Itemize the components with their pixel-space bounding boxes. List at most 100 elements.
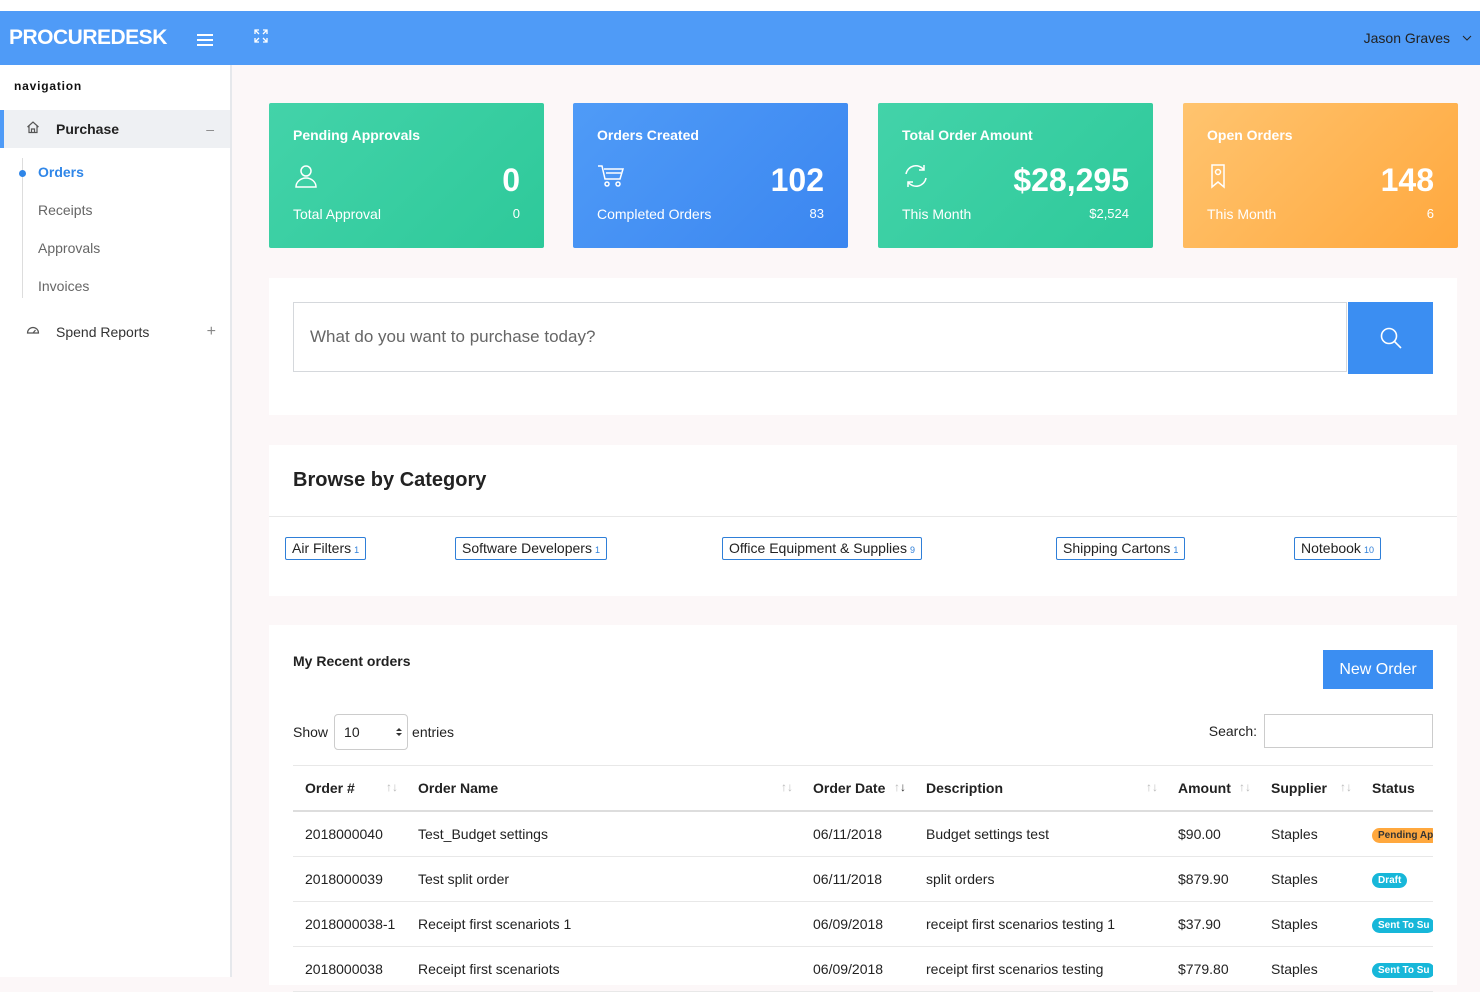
purchase-search-input[interactable] <box>293 302 1347 372</box>
column-header-order-date[interactable]: Order Date ↑↓ <box>801 765 914 812</box>
sort-icon: ↑↓ <box>781 780 793 794</box>
supplier-cell: Staples <box>1259 811 1360 857</box>
search-button[interactable] <box>1348 302 1433 374</box>
column-label: Description <box>926 780 1004 796</box>
search-icon <box>1380 327 1402 349</box>
card-sub-label: This Month <box>902 206 972 222</box>
subnav-line <box>22 158 23 298</box>
sidebar-item-label: Spend Reports <box>56 324 150 340</box>
expand-toggle[interactable]: + <box>206 323 216 340</box>
sort-icon: ↑↓ <box>386 780 398 794</box>
order-name-cell: Receipt first scenariots <box>406 946 801 992</box>
table-search-input[interactable] <box>1264 714 1433 748</box>
category-tag-shipping-cartons[interactable]: Shipping Cartons 1 <box>1056 537 1186 560</box>
sidebar-item-approvals[interactable]: Approvals <box>38 240 101 256</box>
sidebar-item-label: Purchase <box>56 121 120 137</box>
sidebar-item-spend-reports[interactable]: Spend Reports + <box>0 312 230 352</box>
category-tag-notebook[interactable]: Notebook 10 <box>1294 537 1381 560</box>
order-date-cell: 06/09/2018 <box>801 901 914 947</box>
sidebar-item-orders[interactable]: Orders <box>0 158 230 196</box>
order-number-cell: 2018000040 <box>293 811 406 857</box>
amount-cell: $879.90 <box>1166 856 1259 902</box>
description-cell: receipt first scenarios testing 1 <box>914 901 1166 947</box>
amount-cell: $37.90 <box>1166 901 1259 947</box>
order-number-cell: 2018000038-1 <box>293 901 406 947</box>
table-search-label: Search: <box>1208 723 1257 739</box>
recent-orders-panel: My Recent orders New Order Show 10 entri… <box>269 625 1457 992</box>
card-sub-label: This Month <box>1207 206 1277 222</box>
purchase-subnav: Orders Receipts Approvals Invoices <box>0 158 230 310</box>
collapse-toggle[interactable]: – <box>206 121 214 137</box>
order-name-cell: Test_Budget settings <box>406 811 801 857</box>
new-order-button[interactable]: New Order <box>1323 650 1433 689</box>
sidebar-item-invoices[interactable]: Invoices <box>38 278 90 294</box>
category-tag-air-filters[interactable]: Air Filters 1 <box>285 537 367 560</box>
page-length-value: 10 <box>344 724 360 740</box>
table-row[interactable]: 2018000038 Receipt first scenariots 06/0… <box>293 946 1433 992</box>
category-tag-office-equipment[interactable]: Office Equipment & Supplies 9 <box>722 537 922 560</box>
recent-orders-title: My Recent orders <box>293 653 411 669</box>
column-label: Order Date <box>813 780 886 796</box>
order-date-cell: 06/11/2018 <box>801 811 914 857</box>
orders-table: Order # ↑↓ Order Name ↑↓ Order Date ↑↓ Desc… <box>293 765 1433 992</box>
sidebar-item-purchase[interactable]: Purchase – <box>0 110 230 148</box>
status-cell: Sent To Su <box>1360 946 1433 992</box>
table-row[interactable]: 2018000040 Test_Budget settings 06/11/20… <box>293 811 1433 857</box>
stat-card-open-orders[interactable]: Open Orders 148 This Month 6 <box>1183 103 1458 248</box>
bookmark-icon <box>1207 163 1229 194</box>
top-bar: PROCUREDESK Jason Graves <box>0 11 1480 65</box>
supplier-cell: Staples <box>1259 946 1360 992</box>
status-badge: Sent To Su <box>1372 963 1433 978</box>
column-label: Order # <box>305 780 355 796</box>
amount-cell: $779.80 <box>1166 946 1259 992</box>
order-date-cell: 06/09/2018 <box>801 946 914 992</box>
fullscreen-icon[interactable] <box>253 28 269 49</box>
category-name: Notebook <box>1301 540 1361 556</box>
category-name: Air Filters <box>292 540 352 556</box>
category-heading: Browse by Category <box>293 469 487 491</box>
column-header-status[interactable]: Status <box>1360 765 1433 812</box>
status-cell: Sent To Su <box>1360 901 1433 947</box>
order-name-cell: Test split order <box>406 856 801 902</box>
column-header-supplier[interactable]: Supplier ↑↓ <box>1259 765 1360 812</box>
table-row[interactable]: 2018000039 Test split order 06/11/2018 s… <box>293 856 1433 902</box>
hamburger-menu-icon[interactable] <box>196 34 213 46</box>
entries-label: entries <box>412 724 455 740</box>
category-count: 1 <box>354 545 360 555</box>
stat-card-total-order-amount[interactable]: Total Order Amount $28,295 This Month $2… <box>878 103 1153 248</box>
amount-cell: $90.00 <box>1166 811 1259 857</box>
status-cell: Draft <box>1360 856 1433 902</box>
page-length-select[interactable]: 10 <box>334 714 409 750</box>
column-header-order-name[interactable]: Order Name ↑↓ <box>406 765 801 812</box>
home-icon <box>26 120 40 139</box>
card-sub-value: 83 <box>809 206 824 221</box>
column-header-amount[interactable]: Amount ↑↓ <box>1166 765 1259 812</box>
browse-category-panel: Browse by Category Air Filters 1 Software… <box>269 445 1457 596</box>
card-title: Orders Created <box>597 127 699 143</box>
category-count: 1 <box>594 545 600 555</box>
select-arrows-icon <box>396 728 403 736</box>
category-tag-software-developers[interactable]: Software Developers 1 <box>455 537 607 560</box>
category-name: Software Developers <box>462 540 592 556</box>
order-name-cell: Receipt first scenariots 1 <box>406 901 801 947</box>
top-strip <box>0 0 1480 11</box>
column-header-description[interactable]: Description ↑↓ <box>914 765 1166 812</box>
supplier-cell: Staples <box>1259 856 1360 902</box>
column-header-order-number[interactable]: Order # ↑↓ <box>293 765 406 812</box>
stat-card-pending-approvals[interactable]: Pending Approvals 0 Total Approval 0 <box>269 103 544 248</box>
category-count: 9 <box>909 545 915 555</box>
chevron-down-icon <box>1462 35 1472 41</box>
sidebar-item-receipts[interactable]: Receipts <box>38 202 93 218</box>
stat-card-orders-created[interactable]: Orders Created 102 Completed Orders 83 <box>573 103 848 248</box>
table-search-control: Search: <box>1209 714 1433 748</box>
card-title: Total Order Amount <box>902 127 1033 143</box>
user-menu[interactable]: Jason Graves <box>1364 11 1472 65</box>
cart-icon <box>597 163 625 194</box>
divider <box>269 516 1457 517</box>
category-name: Office Equipment & Supplies <box>729 540 907 556</box>
table-header-row: Order # ↑↓ Order Name ↑↓ Order Date ↑↓ Desc… <box>293 765 1433 812</box>
card-sub-value: 6 <box>1426 206 1434 221</box>
brand-logo[interactable]: PROCUREDESK <box>9 26 167 49</box>
purchase-search-panel <box>269 278 1457 415</box>
table-row[interactable]: 2018000038-1 Receipt first scenariots 1 … <box>293 901 1433 947</box>
